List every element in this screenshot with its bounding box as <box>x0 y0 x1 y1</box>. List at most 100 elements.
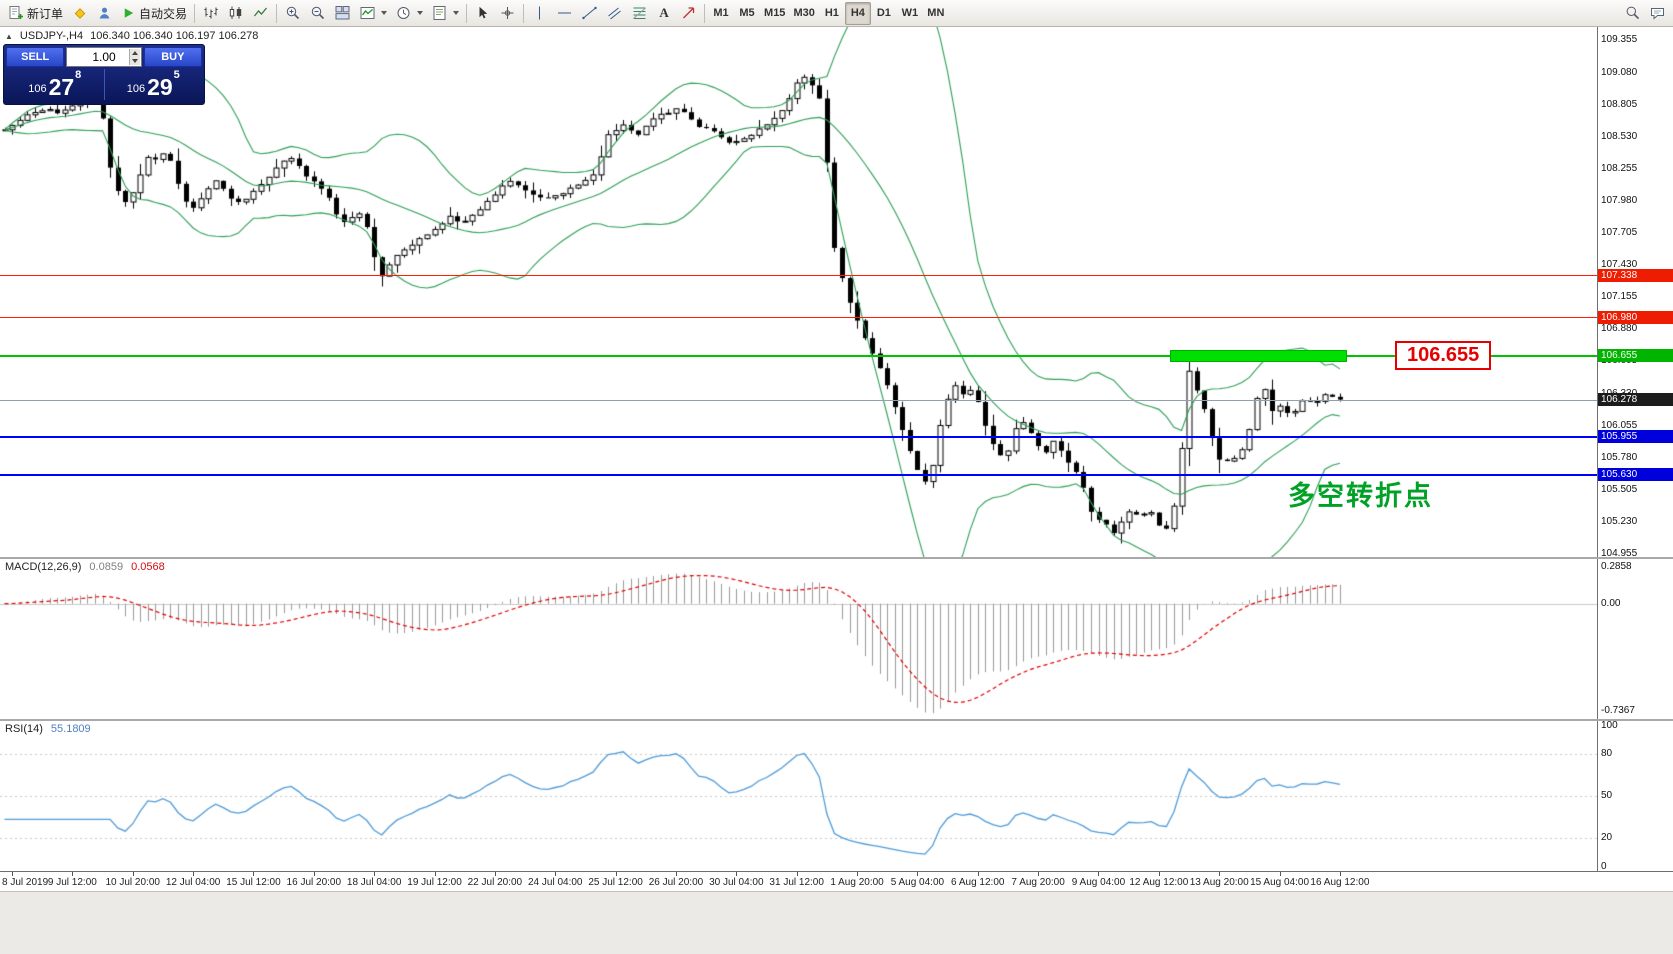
pivot-highlight-zone[interactable] <box>1170 349 1347 362</box>
buy-price-prefix: 106 <box>126 83 146 95</box>
line-chart-button[interactable] <box>248 2 273 25</box>
price-axis-label: 106.055 <box>1601 419 1638 431</box>
time-axis-label: 12 Jul 04:00 <box>165 877 221 888</box>
zoom-in-icon <box>286 6 300 20</box>
rsi-panel[interactable]: RSI(14) 55.1809 <box>0 721 1597 871</box>
time-axis-label: 15 Aug 04:00 <box>1250 877 1310 888</box>
macd-scale[interactable]: 0.2858 0.00 -0.7367 <box>1597 559 1673 719</box>
channel-button[interactable] <box>602 2 627 25</box>
timeframe-h1[interactable]: H1 <box>819 2 845 25</box>
support-line-1[interactable] <box>0 436 1597 439</box>
macd-name: MACD(12,26,9) <box>5 561 82 573</box>
price-tag-support-2: 105.630 <box>1598 468 1673 482</box>
buy-price[interactable]: 106 29 5 <box>105 67 203 102</box>
arrows-tool-button[interactable] <box>676 2 701 25</box>
panel-separator[interactable] <box>0 557 1673 559</box>
periods-button[interactable] <box>391 2 427 25</box>
time-axis-label: 16 Aug 12:00 <box>1310 877 1370 888</box>
new-order-label: 新订单 <box>27 6 64 21</box>
trendline-button[interactable] <box>577 2 602 25</box>
timeframe-m15[interactable]: M15 <box>760 2 789 25</box>
templates-button[interactable] <box>427 2 463 25</box>
indicators-button[interactable] <box>355 2 391 25</box>
pivot-price-callout[interactable]: 106.655 <box>1395 340 1492 370</box>
spinner-up-icon[interactable] <box>131 51 138 55</box>
sell-button[interactable]: SELL <box>6 47 65 67</box>
timeframe-m30[interactable]: M30 <box>789 2 818 25</box>
trade-panel-toggle[interactable]: ▲ <box>5 31 13 41</box>
candlestick-chart-button[interactable] <box>223 2 248 25</box>
chat-button[interactable] <box>1645 2 1670 25</box>
price-axis-label: 108.255 <box>1601 162 1638 174</box>
new-order-icon <box>9 6 23 19</box>
panel-separator[interactable] <box>0 719 1673 721</box>
time-axis-label: 8 Jul 2019 <box>2 877 49 888</box>
zoom-out-button[interactable] <box>305 2 330 25</box>
metaquotes-button[interactable] <box>67 2 92 25</box>
chat-icon <box>1651 8 1664 20</box>
indicators-icon <box>360 7 375 19</box>
buy-button[interactable]: BUY <box>143 47 202 67</box>
volume-stepper[interactable]: 1.00 <box>66 47 142 67</box>
rsi-canvas[interactable] <box>0 721 1597 871</box>
horizontal-line-button[interactable] <box>552 2 577 25</box>
community-button[interactable] <box>92 2 117 25</box>
price-axis-label: 105.780 <box>1601 451 1638 463</box>
fibonacci-button[interactable] <box>627 2 652 25</box>
timeframe-mn[interactable]: MN <box>923 2 949 25</box>
bar-chart-button[interactable] <box>198 2 223 25</box>
time-tick <box>435 872 436 876</box>
resistance-line-1[interactable] <box>0 275 1597 277</box>
volume-spinner[interactable] <box>128 49 140 65</box>
timeframe-m1[interactable]: M1 <box>708 2 734 25</box>
time-tick <box>1159 872 1160 876</box>
time-axis-label: 24 Jul 04:00 <box>527 877 583 888</box>
pivot-line[interactable] <box>0 354 1597 357</box>
search-button[interactable] <box>1620 2 1645 25</box>
time-tick <box>12 872 13 876</box>
price-tag-resistance-2: 106.980 <box>1598 310 1673 324</box>
vertical-line-button[interactable] <box>527 2 552 25</box>
time-axis-label: 18 Jul 04:00 <box>346 877 402 888</box>
sell-price[interactable]: 106 27 8 <box>6 67 104 102</box>
equidistant-channel-icon <box>608 7 621 20</box>
price-axis-label: 105.505 <box>1601 483 1638 495</box>
price-axis-label: 107.155 <box>1601 291 1638 303</box>
time-scale[interactable]: 8 Jul 2019 9 Jul 12:00 10 Jul 20:00 12 Jul … <box>0 871 1673 891</box>
timeframe-m5[interactable]: M5 <box>734 2 760 25</box>
price-tag-resistance-1: 107.338 <box>1598 268 1673 282</box>
timeframe-d1[interactable]: D1 <box>871 2 897 25</box>
timeframe-h4[interactable]: H4 <box>844 1 871 25</box>
rsi-axis-label: 100 <box>1601 721 1618 731</box>
price-axis-label: 109.355 <box>1601 34 1638 46</box>
price-axis-label: 106.880 <box>1601 323 1638 335</box>
periods-clock-icon <box>397 7 410 19</box>
main-chart[interactable]: 106.655 多空转折点 ▲ USDJPY-,H4 106.340 106.3… <box>0 27 1597 557</box>
macd-panel[interactable]: MACD(12,26,9) 0.0859 0.0568 <box>0 559 1597 719</box>
toolbar-separator <box>466 3 468 23</box>
autotrading-icon <box>124 8 134 18</box>
time-tick <box>1098 872 1099 876</box>
macd-canvas[interactable] <box>0 559 1597 719</box>
rsi-axis-label: 20 <box>1601 832 1613 844</box>
time-axis-label: 25 Jul 12:00 <box>588 877 643 888</box>
zoom-in-button[interactable] <box>280 2 305 25</box>
tile-windows-button[interactable] <box>330 2 355 25</box>
price-canvas[interactable] <box>0 27 1597 557</box>
rsi-scale[interactable]: 100 80 50 20 0 <box>1597 721 1673 871</box>
price-scale[interactable]: 107.338 106.980 106.655 105.955 105.630 … <box>1597 27 1673 557</box>
toolbar-separator <box>523 3 525 23</box>
spinner-down-icon[interactable] <box>131 59 138 63</box>
text-tool-button[interactable]: A <box>652 2 676 25</box>
cursor-button[interactable] <box>470 2 495 25</box>
new-order-button[interactable]: 新订单 <box>3 2 67 25</box>
timeframe-w1[interactable]: W1 <box>897 2 923 25</box>
support-line-2[interactable] <box>0 474 1597 477</box>
turning-point-annotation[interactable]: 多空转折点 <box>1288 481 1433 511</box>
price-axis-label: 109.080 <box>1601 66 1638 78</box>
sell-price-sup: 8 <box>75 69 82 81</box>
resistance-line-2[interactable] <box>0 317 1597 319</box>
crosshair-button[interactable] <box>495 2 520 25</box>
autotrading-button[interactable]: 自动交易 <box>117 2 191 25</box>
line-chart-icon <box>254 7 268 17</box>
